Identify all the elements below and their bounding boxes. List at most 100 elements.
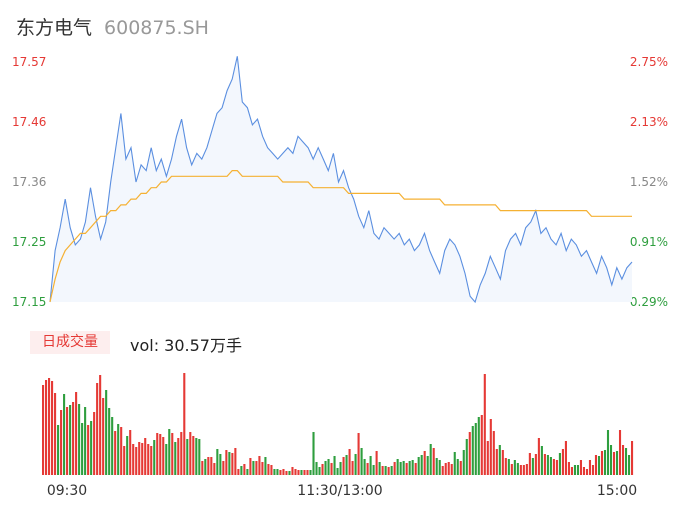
volume-bar bbox=[450, 464, 453, 475]
volume-bar bbox=[219, 454, 222, 475]
volume-bar bbox=[42, 385, 45, 475]
volume-bar bbox=[198, 439, 201, 475]
volume-bar bbox=[453, 452, 456, 475]
volume-bar bbox=[546, 455, 549, 475]
volume-bar bbox=[111, 417, 114, 475]
volume-bar bbox=[393, 462, 396, 475]
volume-bar bbox=[573, 465, 576, 475]
volume-bar bbox=[63, 394, 66, 475]
volume-bar bbox=[162, 437, 165, 475]
volume-bar bbox=[594, 455, 598, 475]
volume-bar bbox=[342, 457, 345, 475]
volume-bar bbox=[606, 430, 610, 475]
volume-bar bbox=[222, 461, 225, 475]
volume-bar bbox=[513, 460, 516, 475]
volume-bar bbox=[60, 410, 63, 475]
volume-bar bbox=[180, 432, 183, 475]
volume-bar bbox=[150, 446, 153, 475]
volume-bar bbox=[438, 460, 441, 475]
volume-bar bbox=[249, 458, 252, 475]
volume-bar bbox=[582, 467, 586, 475]
volume-bar bbox=[75, 392, 78, 475]
volume-bar bbox=[330, 463, 333, 475]
volume-bar bbox=[120, 427, 123, 475]
volume-bar bbox=[549, 457, 552, 475]
volume-bar bbox=[195, 438, 198, 475]
volume-bar bbox=[243, 464, 246, 475]
volume-bar bbox=[441, 466, 444, 475]
y-tick-right: 1.52% bbox=[630, 175, 668, 189]
volume-bar bbox=[375, 451, 378, 475]
average-line bbox=[49, 170, 632, 303]
volume-bar bbox=[360, 448, 363, 475]
volume-bar bbox=[144, 438, 147, 475]
volume-bar bbox=[468, 432, 471, 475]
volume-bar bbox=[489, 419, 492, 475]
volume-bar bbox=[189, 432, 192, 475]
volume-bar bbox=[300, 470, 303, 475]
volume-bar bbox=[279, 470, 282, 475]
volume-bar bbox=[564, 441, 567, 475]
volume-bar bbox=[408, 461, 411, 475]
volume-bar bbox=[390, 466, 393, 475]
volume-bar bbox=[126, 436, 129, 475]
y-tick-right: 0.91% bbox=[630, 235, 668, 249]
volume-bar bbox=[435, 458, 438, 475]
volume-bar bbox=[156, 433, 159, 475]
volume-badge[interactable]: 日成交量 bbox=[30, 331, 110, 354]
volume-bar bbox=[81, 423, 84, 475]
volume-bar bbox=[321, 464, 324, 475]
volume-bar bbox=[99, 375, 102, 475]
volume-bar bbox=[618, 430, 622, 475]
volume-bar bbox=[177, 438, 180, 475]
volume-bar bbox=[600, 451, 604, 475]
y-tick-left: 17.15 bbox=[12, 295, 46, 309]
volume-bar bbox=[474, 423, 477, 475]
volume-bar bbox=[621, 445, 625, 475]
y-tick-right: 2.13% bbox=[630, 115, 668, 129]
volume-bar bbox=[579, 460, 583, 475]
volume-bar bbox=[315, 462, 318, 475]
volume-bar bbox=[333, 456, 336, 475]
volume-bar bbox=[117, 424, 120, 475]
volume-bar bbox=[282, 469, 285, 475]
volume-bar bbox=[363, 459, 366, 475]
volume-bar bbox=[258, 456, 261, 475]
volume-bar bbox=[609, 445, 613, 475]
volume-bar bbox=[66, 407, 69, 475]
volume-bar bbox=[54, 393, 57, 475]
price-area bbox=[50, 56, 632, 302]
y-tick-left: 17.25 bbox=[12, 235, 46, 249]
volume-bar bbox=[444, 463, 447, 475]
volume-bar bbox=[174, 442, 177, 475]
volume-bar bbox=[246, 469, 249, 475]
volume-bar bbox=[90, 421, 93, 475]
volume-bar bbox=[540, 446, 543, 475]
volume-bar bbox=[114, 431, 117, 475]
volume-bar bbox=[234, 448, 237, 475]
volume-bar bbox=[96, 383, 99, 475]
volume-bar bbox=[285, 471, 288, 475]
volume-bar bbox=[135, 447, 138, 475]
volume-bar bbox=[480, 415, 483, 475]
volume-bar bbox=[48, 378, 51, 475]
volume-bar bbox=[576, 465, 579, 475]
volume-bar bbox=[429, 444, 432, 475]
volume-bar bbox=[483, 374, 486, 475]
volume-bar bbox=[171, 433, 174, 475]
volume-bar bbox=[303, 470, 306, 475]
volume-bar bbox=[231, 453, 234, 475]
volume-bar bbox=[615, 451, 619, 475]
volume-bar bbox=[324, 461, 327, 475]
volume-bar bbox=[318, 467, 321, 475]
volume-bar bbox=[516, 463, 519, 475]
volume-bar bbox=[477, 417, 480, 475]
volume-bar bbox=[570, 467, 573, 475]
volume-bar bbox=[426, 456, 429, 475]
volume-bar bbox=[273, 469, 276, 475]
volume-bar bbox=[552, 459, 555, 475]
volume-bar bbox=[138, 442, 141, 475]
x-tick-label: 15:00 bbox=[597, 483, 637, 499]
volume-bar bbox=[267, 464, 270, 475]
